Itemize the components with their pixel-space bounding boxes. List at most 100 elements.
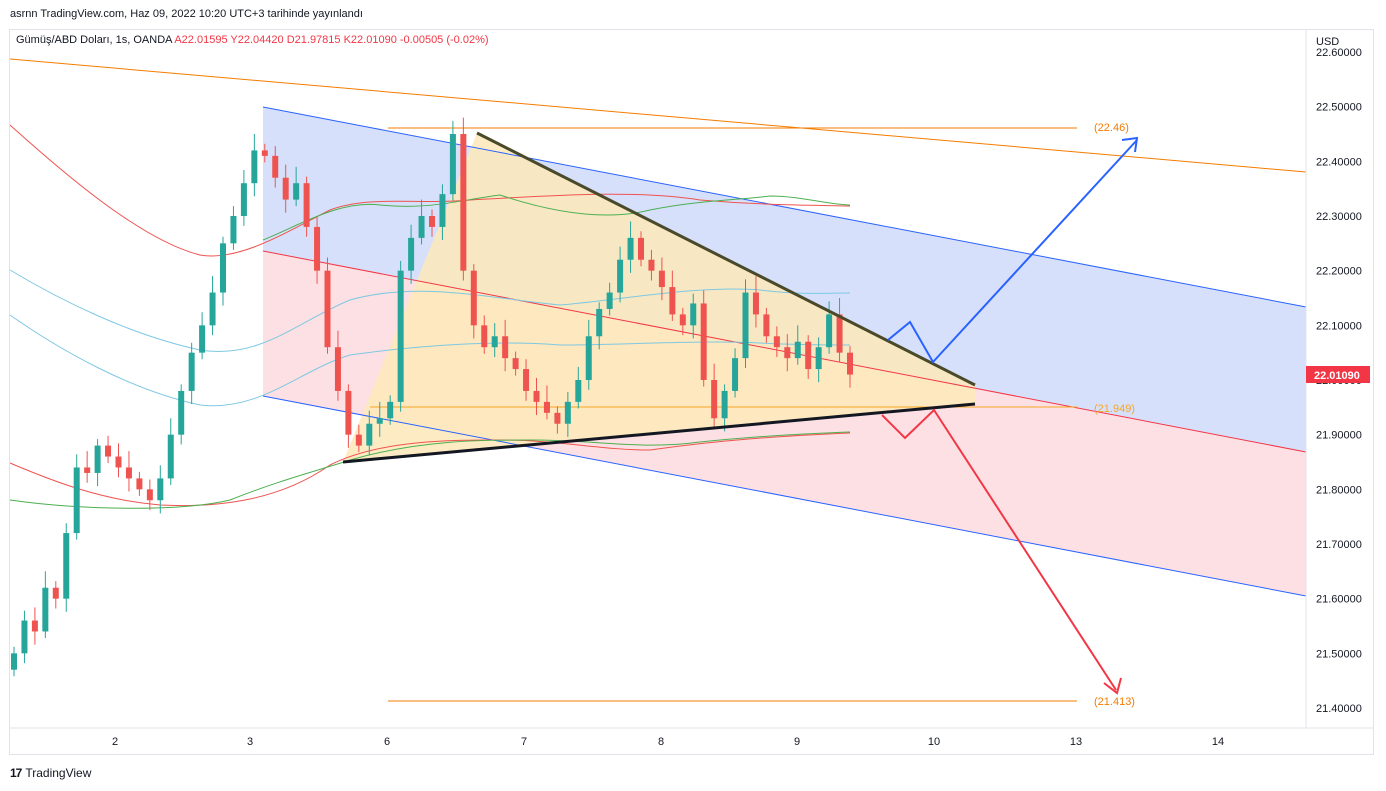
bearish-arrowhead — [1103, 677, 1122, 695]
candle-body — [115, 456, 122, 468]
tradingview-logo-icon: 17 — [10, 766, 22, 780]
candle-body — [345, 390, 352, 435]
candle-body — [261, 150, 268, 156]
candle-body — [31, 620, 38, 632]
candle-body — [784, 347, 791, 359]
candle-body — [617, 259, 624, 293]
candle-body — [314, 226, 321, 271]
candle-body — [554, 412, 561, 424]
candle-body — [324, 270, 331, 348]
bullish-projection — [887, 139, 1138, 364]
price-tick-label: 22.60000 — [1316, 47, 1362, 59]
candle-body — [575, 380, 582, 402]
level-label-21949: (21.949) — [1094, 403, 1135, 415]
price-tick-label: 21.60000 — [1316, 594, 1362, 606]
candle-body — [73, 467, 80, 534]
open-value: A22.01595 — [174, 34, 228, 46]
candle-body — [439, 194, 446, 227]
candle-body — [449, 134, 456, 195]
time-ticks: 2 3 6 7 8 9 10 13 14 — [112, 736, 1224, 748]
candle-body — [460, 134, 467, 271]
published-info: asrnn TradingView.com, Haz 09, 2022 10:2… — [10, 8, 363, 20]
candle-body — [105, 445, 112, 457]
candle-body — [355, 434, 362, 446]
candle-body — [847, 352, 853, 375]
candle-body — [220, 243, 226, 293]
candle-body — [125, 467, 132, 479]
candles-group — [11, 117, 853, 677]
symbol-name[interactable]: Gümüş/ABD Doları, 1s, OANDA — [16, 34, 172, 46]
candle-body — [742, 292, 749, 359]
candle-body — [63, 533, 70, 599]
bullish-arrowhead — [1121, 136, 1139, 153]
triangle-fill — [343, 133, 975, 462]
time-tick-label: 7 — [521, 736, 527, 748]
time-tick-label: 9 — [794, 736, 800, 748]
candle-body — [397, 270, 404, 402]
candle-body — [512, 358, 519, 370]
candle-body — [209, 292, 216, 326]
candle-body — [815, 347, 822, 370]
candle-body — [502, 336, 509, 359]
long-trend-line — [9, 58, 1307, 173]
channel-lower-line — [262, 395, 1307, 597]
candle-body — [805, 341, 812, 370]
ma-green — [9, 431, 851, 509]
candle-body — [836, 314, 843, 353]
candle-body — [167, 434, 174, 479]
price-tick-label: 22.10000 — [1316, 320, 1362, 332]
candle-body — [491, 336, 498, 348]
candle-body — [240, 183, 247, 216]
candle-body — [282, 177, 289, 200]
time-tick-label: 14 — [1212, 736, 1224, 748]
candle-body — [366, 423, 373, 446]
candle-body — [470, 270, 477, 326]
candle-body — [533, 390, 540, 402]
candle-body — [429, 216, 435, 227]
time-tick-label: 2 — [112, 736, 118, 748]
brand-footer[interactable]: 17 TradingView — [10, 766, 91, 780]
candle-body — [418, 216, 425, 238]
last-price-badge — [1306, 366, 1370, 383]
candle-body — [711, 380, 718, 419]
candle-body — [136, 478, 143, 490]
price-tick-label: 22.40000 — [1316, 156, 1362, 168]
candle-body — [230, 216, 237, 244]
candle-body — [199, 325, 206, 353]
candle-body — [303, 183, 310, 227]
candle-body — [11, 653, 17, 670]
change-value: -0.00505 (-0.02%) — [399, 34, 489, 46]
candle-body — [84, 467, 91, 473]
candle-body — [700, 303, 707, 380]
time-tick-label: 3 — [247, 736, 253, 748]
candle-body — [763, 314, 770, 337]
price-tick-label: 21.70000 — [1316, 539, 1362, 551]
candle-body — [773, 336, 780, 348]
time-tick-label: 8 — [658, 736, 664, 748]
candle-body — [188, 352, 195, 391]
candle-body — [293, 183, 300, 200]
candle-body — [690, 303, 697, 326]
symbol-legend: Gümüş/ABD Doları, 1s, OANDA A22.01595 Y2… — [16, 34, 489, 46]
candle-body — [42, 587, 49, 632]
brand-name: TradingView — [25, 766, 92, 780]
candle-body — [648, 259, 655, 271]
candle-body — [606, 292, 613, 309]
candle-body — [826, 314, 833, 348]
price-tick-label: 21.40000 — [1316, 703, 1362, 715]
last-price-text: 22.01090 — [1314, 370, 1360, 382]
candle-body — [596, 308, 603, 337]
candle-body — [408, 237, 415, 271]
candle-body — [523, 369, 530, 391]
ma-red-low — [9, 432, 851, 507]
ma-red — [9, 124, 851, 257]
candle-body — [334, 347, 341, 391]
candle-body — [178, 390, 185, 435]
candle-body — [376, 418, 383, 424]
candle-body — [52, 587, 59, 599]
candle-body — [794, 341, 801, 359]
candle-body — [387, 401, 394, 419]
price-tick-label: 22.50000 — [1316, 102, 1362, 114]
candle-body — [21, 620, 28, 654]
